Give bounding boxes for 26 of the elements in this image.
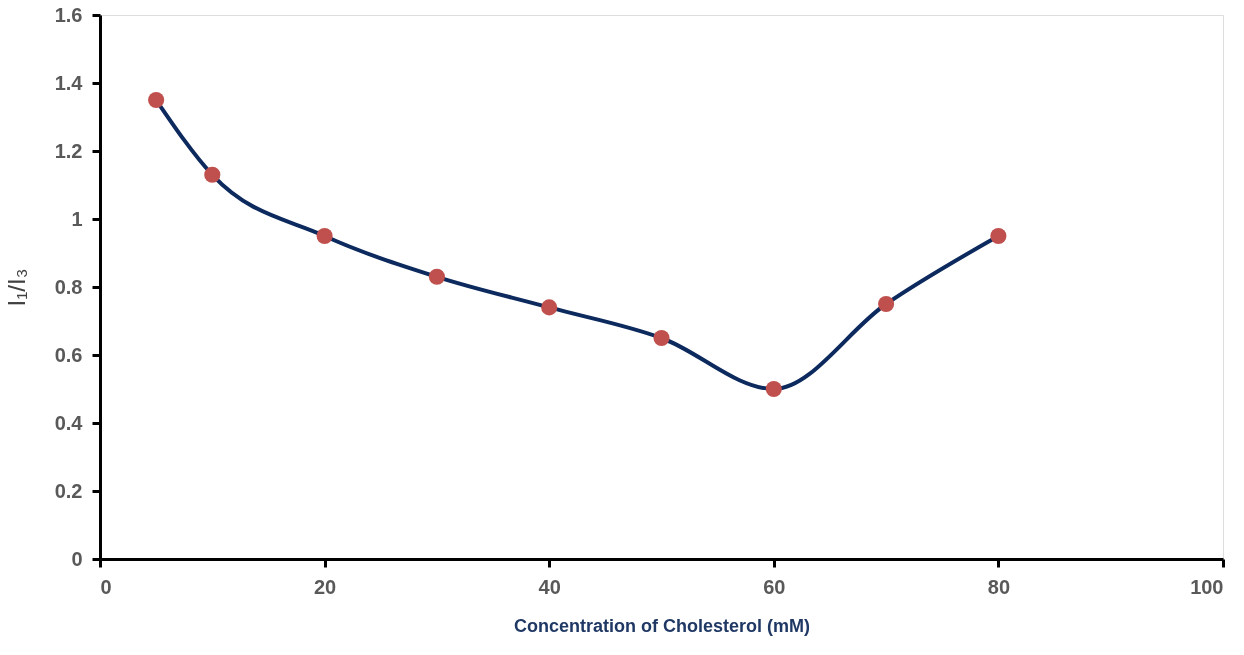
y-tick-label: 0 xyxy=(71,547,83,570)
point xyxy=(316,227,333,245)
y-axis-title: I₁/I₃ xyxy=(2,268,30,307)
y-tick-label: 1.2 xyxy=(54,139,83,162)
point xyxy=(204,166,221,183)
x-tick-label: 0 xyxy=(100,575,112,598)
y-tick-label: 0.6 xyxy=(54,343,83,366)
y-tick-label: 0.4 xyxy=(54,411,84,434)
point xyxy=(428,268,445,285)
point xyxy=(541,299,558,316)
x-tick-label: 20 xyxy=(313,575,337,598)
point xyxy=(653,329,670,347)
x-tick-label: 60 xyxy=(763,575,786,598)
point xyxy=(148,91,165,109)
x-tick-label: 100 xyxy=(1190,575,1224,598)
point xyxy=(878,295,895,313)
y-tick-label: 1 xyxy=(71,207,83,230)
y-tick-label: 0.2 xyxy=(54,479,83,502)
x-tick-label: 80 xyxy=(987,575,1011,598)
x-axis-title: Concentration of Cholesterol (mM) xyxy=(514,615,810,636)
point xyxy=(765,380,782,398)
y-tick-label: 1.4 xyxy=(54,71,84,94)
y-tick-label: 0.8 xyxy=(54,275,83,298)
y-tick-label: 1.6 xyxy=(54,3,83,26)
x-tick-label: 40 xyxy=(538,575,561,598)
point xyxy=(990,227,1007,245)
